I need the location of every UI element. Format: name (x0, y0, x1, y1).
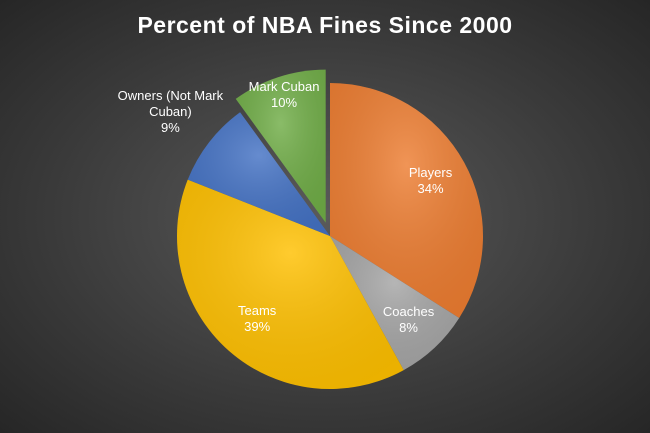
slice-shade (187, 112, 330, 236)
data-label: Players 34% (391, 165, 471, 197)
category-label: Mark Cuban (248, 78, 320, 94)
category-label: Teams (237, 302, 277, 318)
slice-shade (330, 83, 483, 318)
slice-shade (235, 69, 326, 223)
value-label: 8% (399, 319, 418, 335)
data-label: Teams 39% (217, 303, 297, 335)
data-label: Mark Cuban 10% (244, 79, 324, 111)
data-label: Coaches 8% (369, 304, 449, 336)
category-label: Players (408, 164, 453, 180)
value-label: 10% (271, 94, 298, 110)
value-label: 9% (161, 120, 180, 136)
value-label: 34% (417, 180, 444, 196)
category-label: Owners (Not Mark Cuban) (117, 88, 224, 120)
chart-title: Percent of NBA Fines Since 2000 (137, 12, 513, 38)
slice-shade (330, 236, 460, 371)
category-label: Coaches (382, 303, 435, 319)
data-label: Owners (Not Mark Cuban) 9% (115, 88, 225, 136)
slice-shade (177, 179, 404, 390)
value-label: 39% (244, 318, 271, 334)
